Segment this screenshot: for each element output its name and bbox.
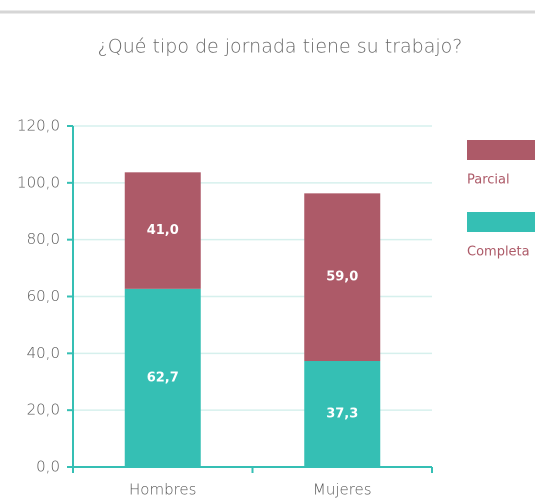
x-tick-label: Hombres xyxy=(129,481,196,498)
bar-segment xyxy=(304,193,381,362)
y-tick-label: 120,0 xyxy=(17,117,60,135)
y-tick-label: 40,0 xyxy=(27,344,60,362)
y-tick-label: 0,0 xyxy=(36,458,60,476)
y-tick-label: 60,0 xyxy=(27,287,60,305)
value-label: 62,7 xyxy=(147,370,179,385)
legend-label: Completa xyxy=(467,245,530,260)
value-label: 37,3 xyxy=(326,407,358,422)
y-tick-label: 20,0 xyxy=(27,401,60,419)
bar-segment xyxy=(124,288,201,467)
legend-label: Parcial xyxy=(467,173,510,188)
y-tick-label: 80,0 xyxy=(27,230,60,248)
x-tick-label: Mujeres xyxy=(313,481,372,498)
legend-swatch xyxy=(467,212,535,232)
chart-title: ¿Qué tipo de jornada tiene su trabajo? xyxy=(98,36,463,58)
legend-swatch xyxy=(467,140,535,160)
y-tick-label: 100,0 xyxy=(17,173,60,191)
value-label: 41,0 xyxy=(147,223,179,238)
bar-segment xyxy=(304,361,381,467)
value-label: 59,0 xyxy=(326,270,358,285)
bar-segment xyxy=(124,172,201,289)
